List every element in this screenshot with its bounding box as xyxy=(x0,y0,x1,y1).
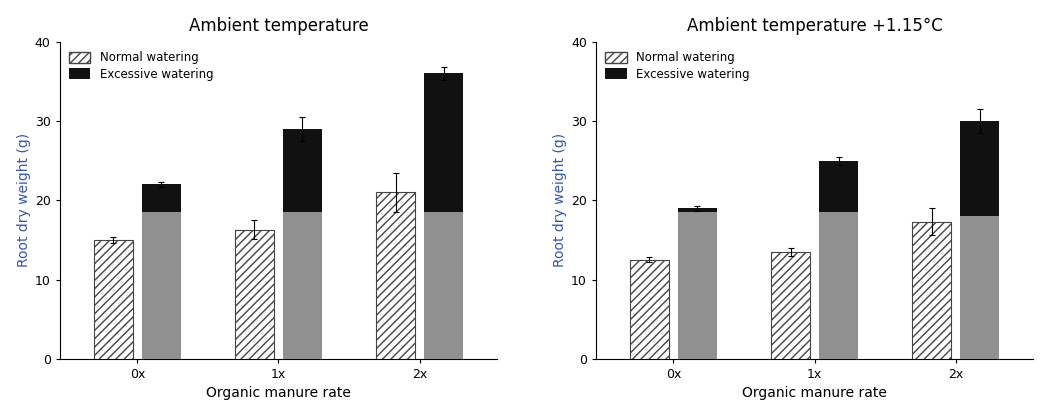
Bar xyxy=(912,222,951,359)
Y-axis label: Root dry weight (g): Root dry weight (g) xyxy=(17,133,30,267)
Bar xyxy=(142,212,181,359)
Bar xyxy=(960,216,1000,359)
Bar xyxy=(282,212,322,359)
Bar xyxy=(771,252,811,359)
Legend: Normal watering, Excessive watering: Normal watering, Excessive watering xyxy=(601,47,754,85)
Legend: Normal watering, Excessive watering: Normal watering, Excessive watering xyxy=(64,47,218,85)
Bar xyxy=(630,260,669,359)
Title: Ambient temperature +1.15°C: Ambient temperature +1.15°C xyxy=(687,17,943,35)
Bar xyxy=(376,192,416,359)
Bar xyxy=(677,208,717,212)
Bar xyxy=(819,212,858,359)
Bar xyxy=(93,240,133,359)
X-axis label: Organic manure rate: Organic manure rate xyxy=(742,386,887,400)
Bar xyxy=(677,212,717,359)
Bar xyxy=(282,129,322,212)
Bar xyxy=(142,184,181,212)
Title: Ambient temperature: Ambient temperature xyxy=(189,17,369,35)
Bar xyxy=(424,73,463,212)
Y-axis label: Root dry weight (g): Root dry weight (g) xyxy=(552,133,567,267)
Bar xyxy=(819,161,858,212)
X-axis label: Organic manure rate: Organic manure rate xyxy=(206,386,351,400)
Bar xyxy=(235,230,274,359)
Bar xyxy=(960,121,1000,216)
Bar xyxy=(424,212,463,359)
